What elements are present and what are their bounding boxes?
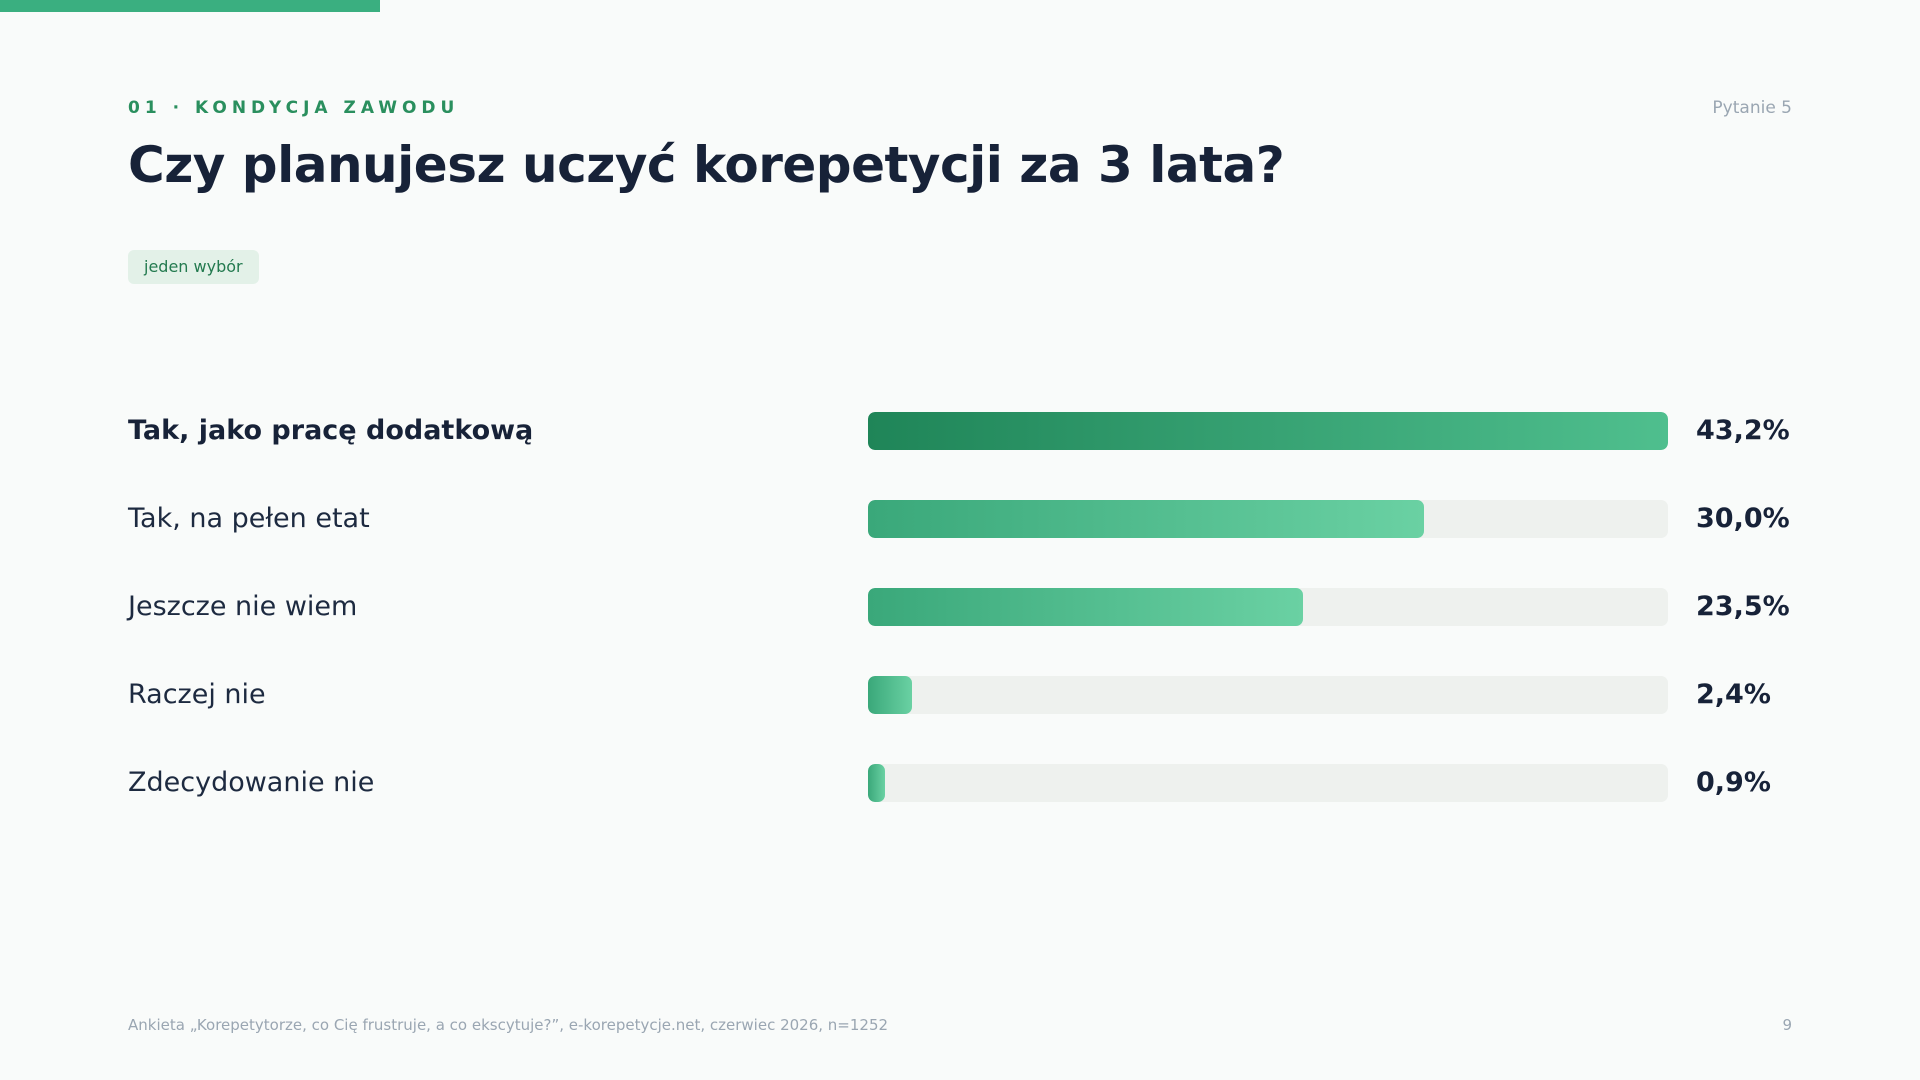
bar-track	[868, 764, 1668, 802]
category-label: Jeszcze nie wiem	[128, 591, 358, 622]
value-label: 43,2%	[1696, 415, 1790, 446]
bar	[868, 676, 912, 714]
source-footnote: Ankieta „Korepetytorze, co Cię frustruje…	[128, 1016, 889, 1034]
page-number: 9	[1782, 1016, 1792, 1034]
bar-track	[868, 500, 1668, 538]
bar	[868, 764, 885, 802]
category-label: Raczej nie	[128, 679, 266, 710]
category-label: Tak, jako pracę dodatkową	[128, 415, 534, 446]
value-label: 0,9%	[1696, 767, 1771, 798]
bar-track	[868, 588, 1668, 626]
value-label: 2,4%	[1696, 679, 1771, 710]
section-label: 01 · KONDYCJA ZAWODU	[128, 98, 460, 118]
question-number: Pytanie 5	[1712, 98, 1792, 118]
answer-type-badge: jeden wybór	[128, 250, 259, 284]
bar-track	[868, 412, 1668, 450]
bar	[868, 500, 1424, 538]
category-label: Zdecydowanie nie	[128, 767, 375, 798]
bar	[868, 588, 1303, 626]
value-label: 30,0%	[1696, 503, 1790, 534]
bar-track	[868, 676, 1668, 714]
bar	[868, 412, 1668, 450]
page-title: Czy planujesz uczyć korepetycji za 3 lat…	[128, 136, 1285, 194]
top-accent-bar	[0, 0, 380, 12]
category-label: Tak, na pełen etat	[128, 503, 370, 534]
value-label: 23,5%	[1696, 591, 1790, 622]
